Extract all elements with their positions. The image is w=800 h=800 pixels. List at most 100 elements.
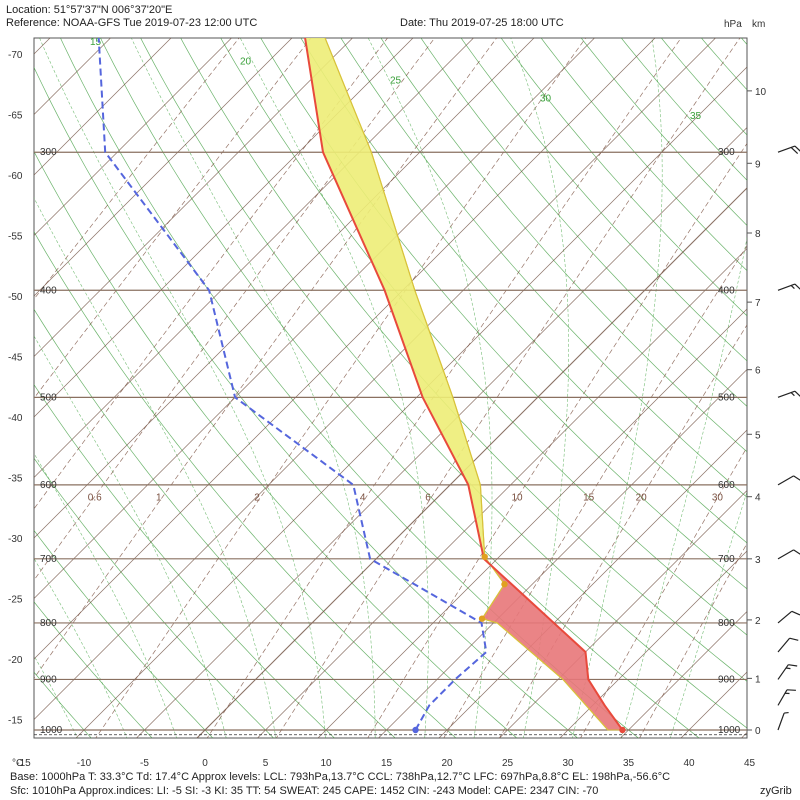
dry-adiabat-line — [380, 38, 747, 453]
x-tick-label: 25 — [502, 758, 514, 769]
mixing-ratio-label: 4 — [360, 493, 366, 504]
isotherm-line — [34, 38, 232, 236]
wind-barbs — [777, 145, 800, 731]
km-unit-label: km — [752, 19, 765, 30]
pressure-label-right: 700 — [718, 554, 735, 565]
wet-adiabat-line — [510, 38, 570, 738]
wet-adiabat-line — [367, 38, 493, 738]
y-temp-tick-label: -30 — [8, 534, 23, 545]
footer-indices: Sfc: 1010hPa Approx.indices: LI: -5 SI: … — [10, 785, 599, 797]
wet-adiabat-line — [621, 236, 747, 738]
sounding-profiles — [97, 38, 626, 734]
y-temp-tick-label: -20 — [8, 655, 23, 666]
km-tick-label: 6 — [755, 366, 761, 377]
wet-adiabat-line — [34, 335, 227, 738]
mixing-ratio-line — [34, 38, 436, 581]
wind-barb-staff — [777, 610, 793, 624]
pressure-label-right: 300 — [718, 147, 735, 158]
mixing-ratio-label: 2 — [254, 493, 260, 504]
wind-barb — [777, 610, 800, 624]
ccl-marker — [501, 581, 508, 588]
plot-frame — [33, 37, 748, 739]
wind-barb-flag — [790, 146, 799, 155]
y-temp-tick-label: -70 — [8, 50, 23, 61]
axis-ticks: -20-15-10-5051015202530354045-15-20-25-3… — [8, 50, 767, 769]
wet-adiabat-line — [34, 557, 128, 738]
mixing-ratio-line — [34, 38, 240, 300]
mixing-ratio-label: 15 — [583, 493, 595, 504]
x-tick-label: 30 — [562, 758, 574, 769]
wind-barb-staff — [777, 689, 788, 706]
pressure-label-left: 600 — [40, 480, 57, 491]
dry-adiabat-line — [180, 38, 747, 682]
km-tick-label: 5 — [755, 430, 761, 441]
dry-adiabat-line — [220, 38, 747, 636]
reference-label: Reference: NOAA-GFS Tue 2019-07-23 12:00… — [6, 17, 258, 29]
y-temp-tick-label: -15 — [8, 716, 23, 727]
x-tick-label: 15 — [381, 758, 393, 769]
isotherm-line — [136, 127, 747, 738]
wet-adiabat-line — [34, 655, 78, 738]
pressure-label-right: 600 — [718, 480, 735, 491]
mixing-ratio-line — [206, 38, 682, 738]
wind-barb-half — [784, 711, 789, 714]
km-tick-label: 0 — [755, 726, 761, 737]
y-temp-tick-label: -40 — [8, 413, 23, 424]
dry-adiabat-line — [140, 38, 747, 729]
dry-adiabat-line — [540, 38, 747, 272]
km-tick-label: 7 — [755, 298, 761, 309]
mixing-ratio-line — [34, 38, 388, 510]
isotherm-line — [34, 38, 51, 55]
km-tick-label: 2 — [755, 616, 761, 627]
wind-barb-half — [784, 692, 790, 695]
x-tick-label: -15 — [16, 758, 31, 769]
km-tick-label: 8 — [755, 229, 761, 240]
isotherm-line — [34, 38, 111, 115]
y-temp-tick-label: -50 — [8, 292, 23, 303]
wind-barb-flag — [789, 637, 799, 641]
wet-adiabat-label: 30 — [540, 94, 552, 105]
mixing-ratio-label: 0.6 — [88, 493, 102, 504]
pressure-label-left: 1000 — [40, 725, 63, 736]
isotherm-line — [317, 308, 747, 738]
wind-barb-staff — [777, 145, 796, 153]
dry-adiabat-line — [420, 38, 747, 407]
lcl-marker — [478, 615, 486, 622]
isotherm-line — [34, 38, 353, 357]
x-tick-label: -5 — [140, 758, 149, 769]
isotherm-line — [196, 187, 747, 738]
y-temp-tick-label: -65 — [8, 111, 23, 122]
wind-barb-half — [790, 285, 795, 289]
isotherm-line — [499, 490, 747, 738]
km-tick-label: 10 — [755, 87, 767, 98]
hpa-unit-label: hPa — [724, 19, 742, 30]
grid-lines: 0.6 1 2 4 6 10 15 20 30 15 20 25 30 35 — [34, 38, 747, 738]
mixing-ratio-label: 1 — [156, 493, 162, 504]
wind-barb-staff — [777, 664, 789, 680]
brand-label: zyGrib — [760, 785, 792, 797]
dry-adiabat-line — [500, 38, 747, 317]
wind-barb — [777, 689, 796, 706]
wind-barb-staff — [777, 283, 796, 291]
isotherm-line — [34, 38, 293, 297]
temperature-curve — [304, 38, 624, 731]
pressure-label-left: 500 — [40, 392, 57, 403]
pressure-label-right: 900 — [718, 674, 735, 685]
mixing-ratio-line — [275, 38, 741, 738]
dry-adiabat-line — [34, 231, 457, 738]
pressure-label-left: 700 — [40, 554, 57, 565]
wind-barb-flag — [794, 145, 800, 153]
wet-adiabat-line — [34, 452, 177, 738]
dewpoint-curve — [97, 38, 488, 731]
mixing-ratio-line — [34, 38, 498, 679]
wind-barb-staff — [777, 390, 796, 398]
mixing-ratio-line — [34, 38, 312, 399]
wind-barb — [777, 390, 800, 398]
x-tick-label: 20 — [441, 758, 453, 769]
wet-adiabat-line — [670, 490, 747, 738]
mixing-ratio-label: 20 — [636, 493, 648, 504]
wind-barb-flag — [794, 283, 800, 291]
isotherm-line — [559, 550, 747, 738]
wet-adiabat-line — [34, 197, 277, 738]
mixing-ratio-line — [499, 324, 747, 738]
